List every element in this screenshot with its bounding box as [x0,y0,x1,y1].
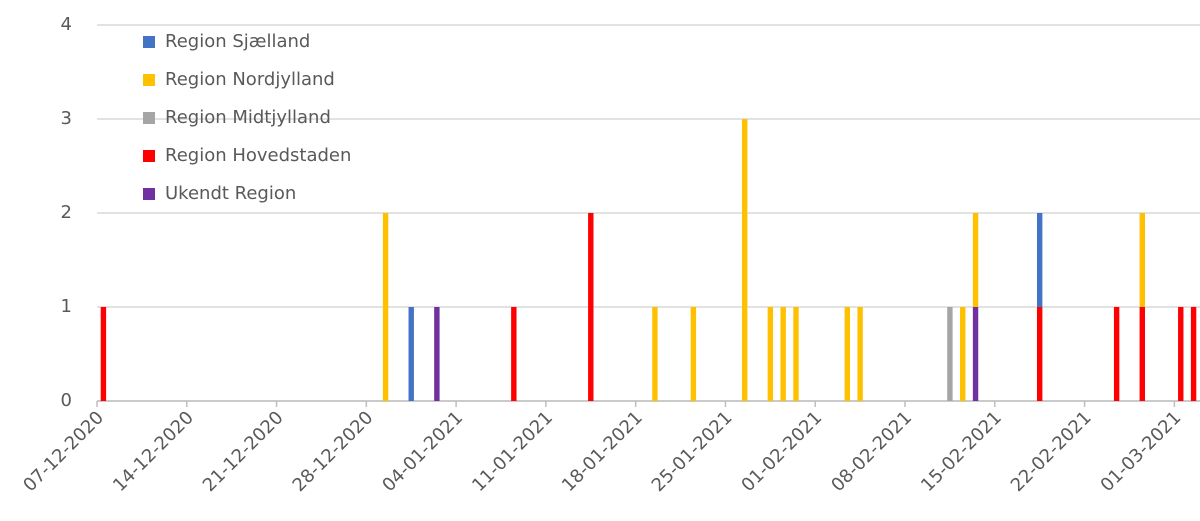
legend-label: Ukendt Region [165,183,296,204]
x-tick-label: 08-02-2021 [827,407,916,496]
legend-label: Region Nordjylland [165,69,335,90]
bar [960,307,966,401]
bar [1139,213,1145,307]
x-tick-label: 04-01-2021 [378,407,467,496]
x-tick-label: 18-01-2021 [558,407,647,496]
bar [100,307,107,401]
legend-swatch [143,74,155,86]
bar [511,307,517,401]
bar [780,307,786,401]
legend-label: Region Hovedstaden [165,145,351,166]
legend-swatch [143,188,155,200]
x-tick-label: 25-01-2021 [648,407,737,496]
bar [972,307,979,401]
bar [741,119,748,401]
legend-swatch [143,150,155,162]
bar [972,213,979,307]
bar [793,307,799,401]
bar [1178,307,1184,401]
x-tick-label: 21-12-2020 [199,407,288,496]
legend-label: Region Midtjylland [165,107,331,128]
bar [947,307,953,401]
x-tick-label: 07-12-2020 [19,407,108,496]
bar [690,307,697,401]
bar [1139,307,1145,401]
bar [767,307,774,401]
bar [588,213,594,401]
x-tick-label: 22-02-2021 [1007,407,1096,496]
bar [1190,307,1197,401]
x-tick-label: 28-12-2020 [289,407,378,496]
bar [857,307,863,401]
bar [844,307,850,401]
y-tick-label: 3 [61,108,72,129]
bar [382,213,389,401]
bar [1036,307,1043,401]
y-tick-label: 1 [61,296,72,317]
bar [408,307,414,401]
bar [652,307,658,401]
y-tick-label: 0 [61,390,72,411]
x-tick-label: 01-02-2021 [737,407,826,496]
y-tick-label: 2 [61,202,72,223]
x-tick-label: 15-02-2021 [917,407,1006,496]
x-tick-label: 01-03-2021 [1097,407,1186,496]
bar [1036,213,1043,307]
y-tick-label: 4 [61,14,72,35]
x-tick-label: 11-01-2021 [468,407,557,496]
legend-swatch [143,36,155,48]
legend-swatch [143,112,155,124]
bar [434,307,440,401]
bar [1113,307,1120,401]
x-tick-label: 14-12-2020 [109,407,198,496]
legend-label: Region Sjælland [165,31,310,52]
